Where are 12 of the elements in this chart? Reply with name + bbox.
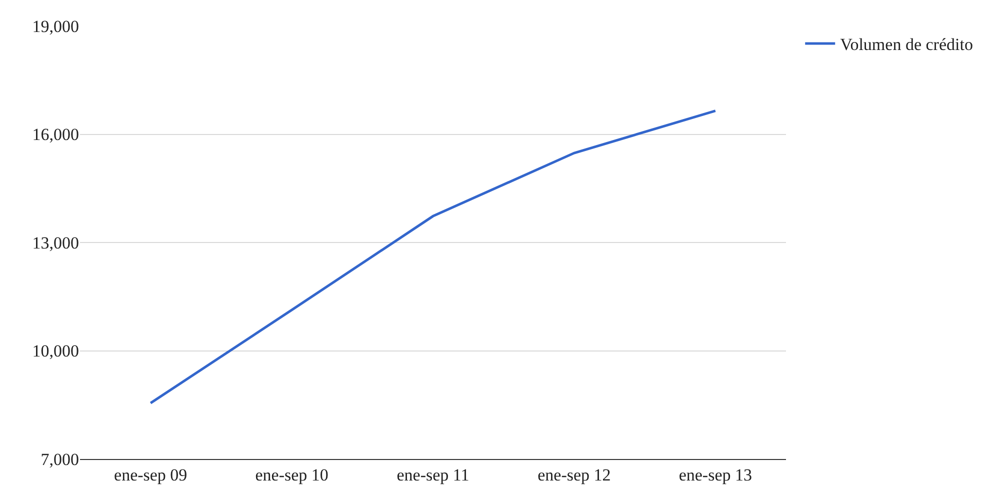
x-tick-label: ene-sep 12	[538, 465, 611, 484]
x-tick-label: ene-sep 13	[678, 465, 752, 484]
y-tick-label: 7,000	[40, 450, 79, 469]
y-tick-label: 13,000	[32, 233, 79, 252]
x-tick-label: ene-sep 09	[114, 465, 188, 484]
y-tick-label: 10,000	[32, 342, 79, 361]
y-tick-label: 16,000	[32, 125, 79, 144]
y-tick-label: 19,000	[32, 16, 79, 36]
line-series	[149, 110, 717, 404]
legend-label: Volumen de crédito	[840, 35, 973, 54]
x-tick-label: ene-sep 11	[396, 465, 470, 484]
x-tick-label: ene-sep 10	[255, 465, 328, 484]
